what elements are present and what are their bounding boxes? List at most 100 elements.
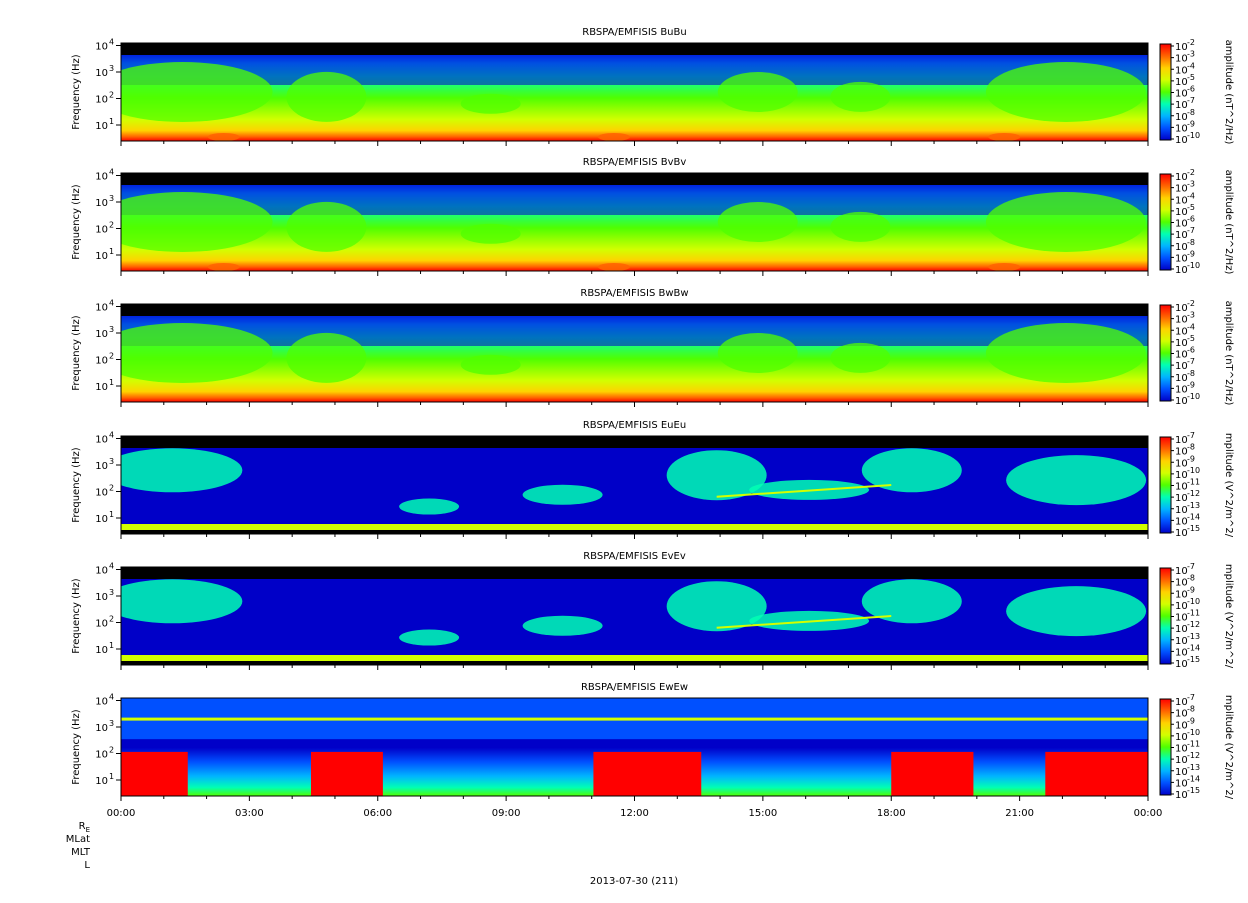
chorus-blob (830, 211, 891, 242)
colorbar-tick-label: 10 (1175, 253, 1188, 264)
date-label: 2013-07-30 (211) (589, 876, 679, 887)
colorbar-tick-label: 10 (1175, 767, 1188, 778)
colorbar-tick-label: 10 (1175, 647, 1188, 658)
colorbar (1160, 699, 1171, 795)
chorus-blob (121, 62, 273, 122)
y-tick-label: 10 (95, 95, 108, 106)
chorus-blob (522, 615, 603, 636)
spectral-line (121, 717, 1148, 721)
y-tick-exponent: 1 (109, 510, 114, 519)
saturated-region (310, 751, 383, 796)
colorbar-tick-exponent: -11 (1187, 609, 1200, 618)
chorus-blob (830, 342, 891, 373)
y-tick-exponent: 1 (109, 378, 114, 387)
colorbar-tick-label: 10 (1175, 505, 1188, 516)
colorbar-tick-exponent: -13 (1187, 763, 1200, 772)
colorbar-tick-exponent: -5 (1187, 203, 1195, 212)
colorbar-tick-label: 10 (1175, 447, 1188, 458)
y-tick-exponent: 2 (109, 746, 114, 755)
colorbar-tick-label: 10 (1175, 338, 1188, 349)
spectrogram-image (121, 436, 1148, 534)
colorbar-tick-label: 10 (1175, 720, 1188, 731)
y-tick-label: 10 (95, 68, 108, 79)
colorbar-tick-label: 10 (1175, 470, 1188, 481)
colorbar-tick-exponent: -3 (1187, 311, 1195, 320)
y-tick-exponent: 3 (109, 457, 114, 466)
y-tick-label: 10 (95, 121, 108, 132)
colorbar-tick-label: 10 (1175, 613, 1188, 624)
colorbar-tick-label: 10 (1175, 303, 1188, 314)
colorbar-tick-exponent: -7 (1187, 693, 1195, 702)
chorus-blob (286, 71, 367, 122)
chorus-blob (985, 323, 1146, 383)
y-tick-exponent: 4 (109, 38, 114, 47)
y-tick-exponent: 4 (109, 693, 114, 702)
y-tick-exponent: 1 (109, 117, 114, 126)
chorus-blob (460, 93, 521, 114)
chorus-blob (121, 323, 273, 383)
colorbar-tick-label: 10 (1175, 659, 1188, 670)
colorbar-tick-exponent: -15 (1187, 524, 1200, 533)
y-tick-exponent: 3 (109, 588, 114, 597)
intense-spot (988, 133, 1021, 141)
colorbar-tick-exponent: -6 (1187, 346, 1195, 355)
chorus-blob (985, 62, 1146, 122)
y-tick-label: 10 (95, 776, 108, 787)
y-tick-exponent: 3 (109, 719, 114, 728)
spectrogram-image (121, 304, 1148, 402)
y-tick-exponent: 3 (109, 194, 114, 203)
colorbar-tick-exponent: -8 (1187, 238, 1195, 247)
y-tick-exponent: 1 (109, 772, 114, 781)
colorbar-tick-label: 10 (1175, 350, 1188, 361)
colorbar-label: mplitude (V^2/m^2/ (1223, 695, 1234, 800)
colorbar-tick-exponent: -7 (1187, 562, 1195, 571)
y-tick-label: 10 (95, 723, 108, 734)
x-tick-label: 15:00 (748, 808, 777, 819)
colorbar-tick-label: 10 (1175, 566, 1188, 577)
colorbar-tick-exponent: -9 (1187, 119, 1195, 128)
colorbar-tick-label: 10 (1175, 493, 1188, 504)
y-tick-exponent: 2 (109, 615, 114, 624)
colorbar-tick-label: 10 (1175, 709, 1188, 720)
y-tick-label: 10 (95, 303, 108, 314)
y-tick-label: 10 (95, 198, 108, 209)
colorbar-tick-label: 10 (1175, 100, 1188, 111)
y-tick-label: 10 (95, 619, 108, 630)
y-tick-label: 10 (95, 251, 108, 262)
colorbar-tick-exponent: -10 (1187, 597, 1200, 606)
panel-title: RBSPA/EMFISIS BvBv (583, 157, 687, 168)
y-tick-label: 10 (95, 172, 108, 183)
intense-spot (597, 263, 630, 271)
ephemeris-label-re: RE (78, 821, 90, 834)
colorbar-tick-label: 10 (1175, 42, 1188, 53)
saturated-region (1045, 751, 1148, 796)
colorbar (1160, 437, 1171, 533)
y-tick-exponent: 1 (109, 641, 114, 650)
x-tick-label: 00:00 (107, 808, 136, 819)
colorbar-tick-label: 10 (1175, 396, 1188, 407)
y-tick-label: 10 (95, 645, 108, 656)
emission-overlay (121, 55, 1148, 85)
colorbar-tick-exponent: -15 (1187, 786, 1200, 795)
x-tick-label: 09:00 (492, 808, 521, 819)
colorbar-tick-label: 10 (1175, 135, 1188, 146)
colorbar-tick-label: 10 (1175, 624, 1188, 635)
ephemeris-label-l: L (84, 860, 90, 871)
y-tick-label: 10 (95, 750, 108, 761)
y-tick-exponent: 1 (109, 247, 114, 256)
y-tick-label: 10 (95, 461, 108, 472)
panel-title: RBSPA/EMFISIS EuEu (583, 420, 686, 431)
colorbar-tick-label: 10 (1175, 516, 1188, 527)
colorbar-tick-exponent: -10 (1187, 131, 1200, 140)
emission-band (121, 448, 1148, 528)
colorbar-tick-exponent: -2 (1187, 38, 1195, 47)
y-axis-label: Frequency (Hz) (71, 447, 82, 523)
y-tick-label: 10 (95, 225, 108, 236)
intense-spot (207, 263, 240, 271)
chorus-blob (460, 223, 521, 244)
x-tick-label: 18:00 (877, 808, 906, 819)
colorbar (1160, 174, 1171, 270)
